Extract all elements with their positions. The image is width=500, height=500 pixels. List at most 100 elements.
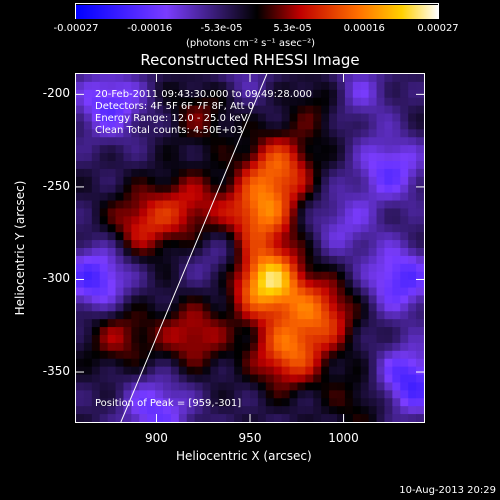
heatmap-cell xyxy=(170,105,180,115)
heatmap-cell xyxy=(376,295,386,304)
heatmap-cell xyxy=(210,335,219,344)
heatmap-cell xyxy=(257,216,267,225)
heatmap-cell xyxy=(163,279,172,289)
heatmap-cell xyxy=(155,342,164,352)
heatmap-cell xyxy=(250,311,259,320)
heatmap-cell xyxy=(337,279,346,289)
heatmap-cell xyxy=(234,184,243,194)
heatmap-cell xyxy=(147,287,156,297)
heatmap-cell xyxy=(281,342,291,352)
heatmap-cell xyxy=(321,113,330,123)
heatmap-cell xyxy=(265,105,275,115)
heatmap-cell xyxy=(368,89,378,99)
heatmap-cell xyxy=(384,89,393,99)
heatmap-cell xyxy=(250,208,259,217)
heatmap-cell xyxy=(305,414,314,422)
heatmap-cell xyxy=(281,398,291,407)
heatmap-cell xyxy=(131,350,140,360)
heatmap-cell xyxy=(226,89,235,99)
heatmap-cell xyxy=(178,240,188,249)
heatmap-cell xyxy=(234,414,243,422)
heatmap-cell xyxy=(131,335,140,344)
heatmap-cell xyxy=(408,271,417,281)
heatmap-cell xyxy=(305,105,314,115)
heatmap-cell xyxy=(210,216,219,225)
heatmap-cell xyxy=(352,153,362,162)
heatmap-cell xyxy=(234,168,243,178)
heatmap-cell xyxy=(178,216,188,225)
heatmap-cell xyxy=(305,113,314,123)
heatmap-cell xyxy=(400,216,409,225)
heatmap-cell xyxy=(76,153,85,162)
heatmap-cell xyxy=(368,263,378,273)
heatmap-cell xyxy=(344,137,354,146)
heatmap-cell xyxy=(313,263,322,273)
heatmap-cell xyxy=(76,366,85,376)
heatmap-cell xyxy=(265,303,275,312)
heatmap-cell xyxy=(305,350,314,360)
heatmap-cell xyxy=(163,81,172,91)
heatmap-cell xyxy=(273,137,283,146)
heatmap-cell xyxy=(178,398,188,407)
heatmap-cell xyxy=(305,81,314,91)
heatmap-cell xyxy=(186,113,196,123)
heatmap-cell xyxy=(163,74,172,83)
heatmap-cell xyxy=(76,145,85,154)
heatmap-cell xyxy=(257,97,267,107)
heatmap-cell xyxy=(194,153,204,162)
heatmap-cell xyxy=(194,200,204,210)
heatmap-cell xyxy=(400,184,409,194)
heatmap-cell xyxy=(178,168,188,178)
heatmap-cell xyxy=(147,327,156,336)
heatmap-cell xyxy=(242,224,251,233)
heatmap-cell xyxy=(408,366,417,376)
heatmap-cell xyxy=(115,271,125,281)
heatmap-cell xyxy=(107,184,117,194)
heatmap-cell xyxy=(194,192,204,202)
heatmap-cell xyxy=(170,406,180,415)
heatmap-cell xyxy=(416,176,424,186)
heatmap-cell xyxy=(226,414,235,422)
heatmap-cell xyxy=(163,145,172,154)
heatmap-cell xyxy=(91,406,101,415)
heatmap-cell xyxy=(368,208,378,217)
heatmap-cell xyxy=(400,145,409,154)
heatmap-cell xyxy=(186,184,196,194)
heatmap-cell xyxy=(360,89,370,99)
heatmap-cell xyxy=(392,137,401,146)
heatmap-cell xyxy=(210,176,219,186)
heatmap-cell xyxy=(289,224,299,233)
heatmap-cell xyxy=(202,153,212,162)
heatmap-cell xyxy=(99,184,109,194)
heatmap-cell xyxy=(107,176,117,186)
heatmap-cell xyxy=(337,398,346,407)
heatmap-cell xyxy=(337,184,346,194)
heatmap-cell xyxy=(91,113,101,123)
heatmap-cell xyxy=(265,279,275,289)
heatmap-cell xyxy=(83,129,93,138)
heatmap-cell xyxy=(131,319,140,328)
heatmap-cell xyxy=(242,121,251,130)
heatmap-cell xyxy=(360,145,370,154)
heatmap-cell xyxy=(408,240,417,249)
heatmap-cell xyxy=(416,342,424,352)
heatmap-cell xyxy=(416,192,424,202)
heatmap-cell xyxy=(368,279,378,289)
heatmap-cell xyxy=(337,303,346,312)
heatmap-cell xyxy=(337,263,346,273)
heatmap-cell xyxy=(186,200,196,210)
heatmap-cell xyxy=(344,208,354,217)
heatmap-cell xyxy=(257,319,267,328)
heatmap-cell xyxy=(131,287,140,297)
heatmap-cell xyxy=(218,382,227,391)
heatmap-cell xyxy=(186,176,196,186)
heatmap-cell xyxy=(186,232,196,241)
heatmap-cell xyxy=(384,224,393,233)
heatmap-cell xyxy=(163,414,172,422)
heatmap-cell xyxy=(368,374,378,384)
heatmap-cell xyxy=(384,279,393,289)
heatmap-cell xyxy=(273,295,283,304)
heatmap-cell xyxy=(115,81,125,91)
heatmap-cell xyxy=(352,89,362,99)
heatmap-cell xyxy=(368,390,378,399)
